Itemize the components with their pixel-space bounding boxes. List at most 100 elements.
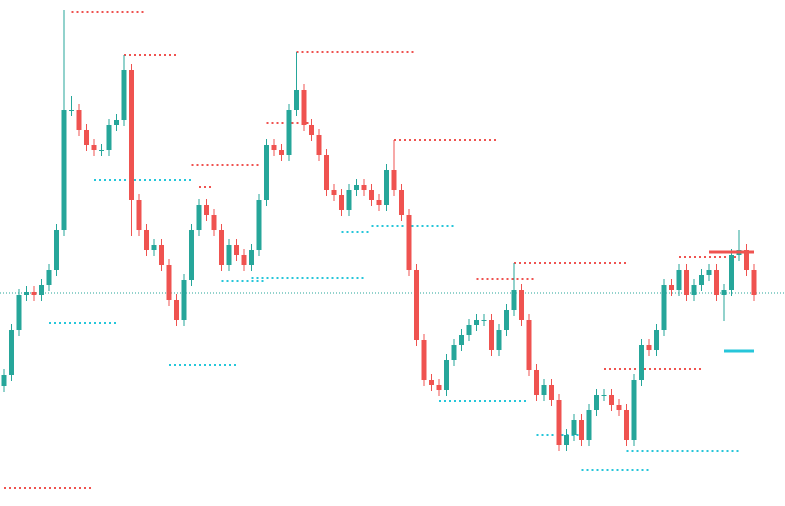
candle-body [676, 270, 682, 290]
candle-body [429, 380, 434, 385]
candle-body [136, 200, 142, 230]
candle-body [534, 370, 539, 395]
candle-body [661, 285, 667, 330]
candle-body [669, 285, 674, 290]
candle-body [609, 395, 614, 405]
candle-body [354, 185, 359, 190]
candle-body [346, 190, 352, 210]
candle-body [579, 420, 584, 440]
candle-body [226, 245, 232, 265]
candle-body [451, 345, 457, 360]
candle-body [241, 255, 247, 265]
candle-body [489, 320, 494, 350]
candle-body [9, 330, 14, 375]
candle-body [99, 150, 104, 151]
candle-body [601, 395, 607, 396]
candle-body [121, 70, 127, 120]
candle-body [361, 185, 367, 190]
candle-body [684, 270, 689, 295]
candle-body [616, 405, 622, 410]
candle-body [511, 290, 517, 310]
candle-body [519, 290, 524, 320]
candle-body [594, 395, 599, 410]
candle-body [496, 330, 502, 350]
candle-body [399, 190, 404, 215]
candle-body [436, 385, 442, 390]
candle-body [721, 290, 727, 295]
candle-body [31, 292, 37, 295]
candle-body [646, 345, 652, 350]
candle-body [414, 270, 419, 340]
candle-body [76, 110, 82, 130]
candle-body [654, 330, 659, 350]
candle-body [391, 170, 397, 190]
candle-body [556, 400, 562, 445]
candle-body [459, 335, 464, 345]
candle-body [564, 435, 569, 445]
candle-body [271, 145, 277, 150]
candle-body [706, 270, 712, 275]
candle-body [331, 190, 337, 195]
candle-body [46, 270, 52, 285]
candle-body [196, 205, 202, 230]
candle-body [264, 145, 269, 200]
candle-body [549, 385, 554, 400]
candle-body [316, 135, 322, 155]
candle-body [1, 375, 7, 386]
candle-body [286, 110, 292, 155]
candle-body [324, 155, 329, 190]
candle-body [624, 410, 629, 440]
candle-body [421, 340, 427, 380]
candle-body [339, 195, 344, 210]
candle-body [279, 150, 284, 155]
candle-body [744, 250, 749, 270]
candle-body [91, 145, 97, 150]
candle-body [631, 380, 637, 440]
candle-body [166, 265, 172, 300]
candle-body [234, 245, 239, 255]
candle-body [571, 420, 577, 435]
candle-body [466, 325, 472, 335]
candle-body [114, 120, 119, 125]
candle-body [151, 245, 157, 250]
candle-body [369, 190, 374, 200]
candle-body [384, 170, 389, 205]
candle-body [444, 360, 449, 390]
candle-body [256, 200, 262, 250]
candle-body [691, 285, 697, 295]
candle-body [211, 215, 217, 230]
candle-body [526, 320, 532, 370]
candle-body [144, 230, 149, 250]
candle-body [406, 215, 412, 270]
candle-body [504, 310, 509, 330]
candle-body [16, 295, 22, 330]
candle-body [639, 345, 644, 380]
candle-body [714, 270, 719, 295]
candle-body [106, 125, 112, 150]
candle-body [189, 230, 194, 280]
candle-body [204, 205, 209, 215]
candle-body [309, 125, 314, 135]
candle-body [84, 130, 89, 145]
candle-body [54, 230, 59, 270]
candle-body [24, 292, 29, 295]
candle-body [729, 255, 734, 290]
candle-body [699, 275, 704, 285]
candle-body [586, 410, 592, 440]
candle-body [249, 250, 254, 265]
candle-body [376, 200, 382, 205]
candle-body [301, 90, 307, 125]
candle-body [61, 110, 67, 230]
candle-body [69, 110, 74, 111]
candle-body [751, 270, 757, 295]
candle-body [474, 320, 479, 325]
candle-body [294, 90, 299, 110]
candle-body [39, 285, 44, 295]
candle-body [129, 70, 134, 200]
candle-body [541, 385, 547, 395]
candle-body [481, 320, 487, 321]
candle-body [219, 230, 224, 265]
candle-body [174, 300, 179, 320]
candle-body [181, 280, 187, 320]
